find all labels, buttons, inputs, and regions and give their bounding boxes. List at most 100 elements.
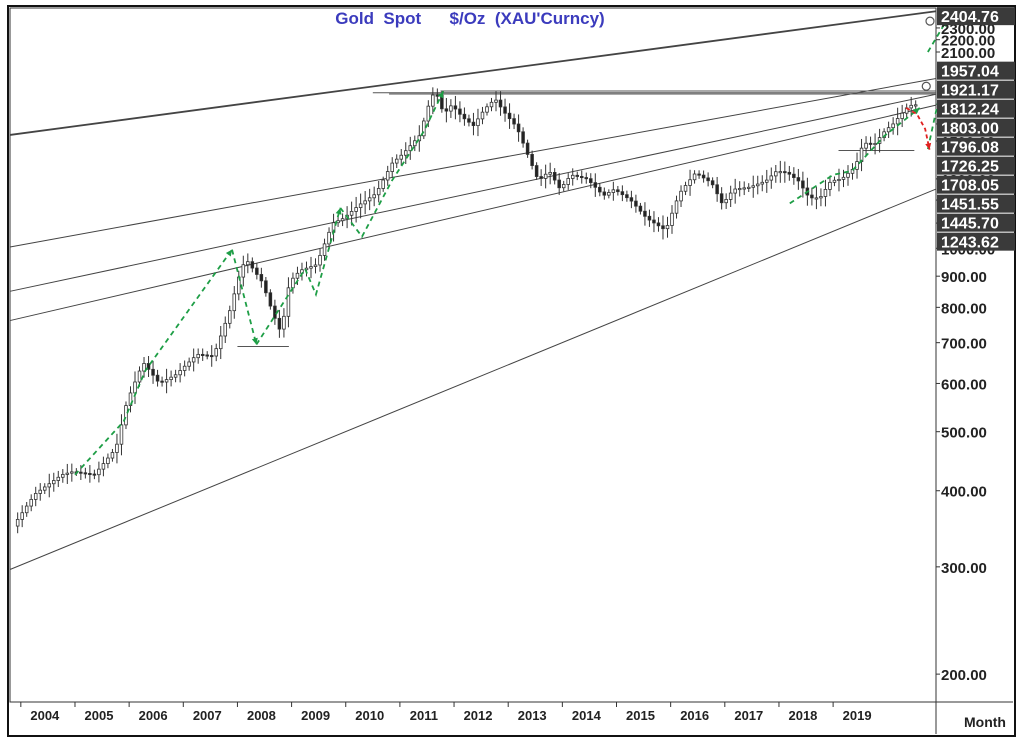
candle-body bbox=[737, 188, 742, 191]
green-projection bbox=[339, 90, 445, 239]
candlesticks bbox=[15, 87, 918, 534]
price-level-box bbox=[937, 99, 1015, 118]
candle-body bbox=[765, 179, 769, 183]
candle-body bbox=[796, 177, 801, 182]
channel-line bbox=[9, 93, 937, 292]
candle-body bbox=[566, 178, 570, 185]
candle-body bbox=[706, 177, 710, 182]
candle-body bbox=[169, 376, 173, 381]
candle-body bbox=[643, 210, 647, 217]
chart-title: Gold Spot $/Oz (XAU'Curncy) bbox=[335, 9, 604, 28]
price-level-label: 1726.25 bbox=[941, 159, 999, 176]
channel-line bbox=[9, 10, 937, 136]
channel-line bbox=[9, 188, 937, 570]
candle-body bbox=[525, 142, 530, 155]
price-level-box bbox=[937, 175, 1015, 194]
price-level-box bbox=[937, 80, 1015, 99]
candle-body bbox=[498, 99, 503, 108]
candle-body bbox=[598, 186, 602, 193]
candle-body bbox=[480, 111, 485, 120]
candle-body bbox=[895, 118, 900, 125]
candle-body bbox=[155, 374, 160, 382]
price-tick-label: 900.00 bbox=[941, 269, 987, 286]
candle-body bbox=[516, 123, 521, 133]
candle-body bbox=[38, 489, 42, 494]
candle-body bbox=[742, 187, 746, 190]
green-arrowhead bbox=[335, 207, 342, 215]
channel-line bbox=[9, 104, 937, 322]
candle-body bbox=[539, 176, 543, 179]
green-arrowhead bbox=[912, 107, 920, 115]
candle-body bbox=[318, 255, 322, 266]
target-markers bbox=[921, 16, 935, 91]
candle-body bbox=[575, 174, 579, 177]
candle-body bbox=[828, 181, 832, 190]
candle-body bbox=[494, 99, 498, 103]
candle-body bbox=[404, 150, 408, 156]
candle-body bbox=[534, 165, 539, 177]
candle-body bbox=[683, 185, 688, 192]
candle-body bbox=[462, 113, 467, 120]
candle-body bbox=[819, 196, 823, 199]
candle-body bbox=[512, 118, 516, 125]
candle-body bbox=[385, 171, 390, 181]
candle-body bbox=[783, 171, 787, 174]
green-projection bbox=[74, 249, 233, 476]
candle-body bbox=[679, 190, 683, 202]
year-tick-label: 2007 bbox=[193, 708, 222, 723]
candle-body bbox=[173, 374, 178, 378]
green-projection bbox=[231, 249, 258, 345]
candle-body bbox=[358, 203, 363, 208]
candle-body bbox=[733, 188, 737, 194]
candle-body bbox=[589, 178, 593, 184]
year-tick-label: 2006 bbox=[139, 708, 168, 723]
price-level-label: 1451.55 bbox=[941, 197, 999, 214]
candle-body bbox=[218, 335, 223, 350]
channel-line bbox=[9, 77, 937, 248]
candle-body bbox=[697, 173, 701, 176]
candle-body bbox=[228, 310, 232, 324]
candle-body bbox=[913, 104, 918, 107]
candle-body bbox=[611, 189, 616, 193]
candle-body bbox=[521, 131, 525, 144]
candle-body bbox=[367, 197, 372, 202]
candle-body bbox=[688, 179, 692, 186]
candle-body bbox=[580, 176, 584, 179]
candle-body bbox=[101, 463, 106, 470]
candle-body bbox=[846, 172, 850, 178]
candle-body bbox=[191, 357, 196, 363]
candle-body bbox=[376, 188, 381, 196]
candle-body bbox=[561, 184, 566, 189]
candle-body bbox=[552, 172, 557, 181]
candle-body bbox=[652, 219, 656, 224]
candle-body bbox=[634, 200, 638, 207]
candle-body bbox=[137, 370, 142, 383]
candle-body bbox=[661, 225, 665, 230]
candle-body bbox=[629, 197, 634, 202]
candle-body bbox=[886, 127, 891, 133]
candle-body bbox=[291, 277, 295, 289]
green-arrowhead bbox=[251, 337, 258, 345]
price-tick-label: 200.00 bbox=[941, 667, 987, 684]
candle-body bbox=[787, 171, 792, 175]
target-marker bbox=[921, 81, 931, 91]
candle-body bbox=[146, 363, 151, 370]
candle-body bbox=[873, 143, 877, 146]
candle-body bbox=[557, 179, 561, 189]
candle-body bbox=[250, 261, 255, 269]
green-arrowhead bbox=[225, 249, 233, 257]
candle-body bbox=[115, 443, 119, 453]
candle-body bbox=[33, 493, 38, 500]
green-projection-arrows bbox=[74, 19, 948, 476]
candle-body bbox=[593, 182, 598, 188]
candle-body bbox=[444, 108, 449, 112]
candle-body bbox=[15, 518, 20, 527]
year-tick-label: 2010 bbox=[355, 708, 384, 723]
price-tick-label: 2200.00 bbox=[941, 33, 995, 50]
candle-body bbox=[124, 405, 128, 426]
candle-body bbox=[133, 381, 137, 394]
candle-body bbox=[214, 348, 218, 357]
candle-body bbox=[56, 476, 61, 481]
